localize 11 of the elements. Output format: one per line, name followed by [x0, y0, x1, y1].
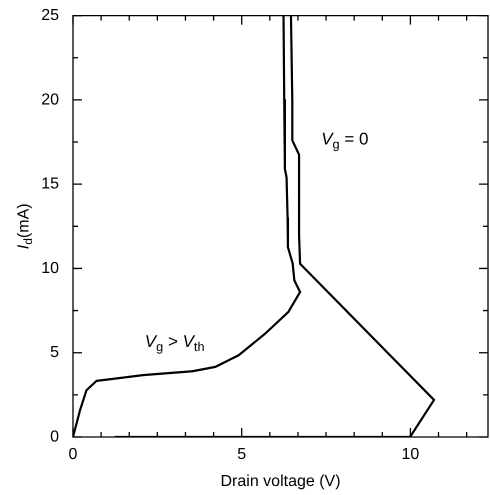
y-tick-label: 0 — [50, 428, 60, 446]
y-tick-label: 25 — [41, 7, 60, 24]
y-axis-title: Id(mA) — [15, 203, 36, 250]
y-tick-label: 10 — [41, 260, 60, 277]
x-axis-title: Drain voltage (V) — [220, 472, 341, 490]
x-tick-label: 10 — [402, 446, 420, 464]
x-tick-label: 5 — [237, 446, 246, 464]
x-tick-label: 0 — [68, 446, 78, 464]
y-tick-label: 20 — [41, 91, 60, 108]
y-tick-label: 15 — [41, 176, 60, 193]
y-tick-label: 5 — [50, 344, 60, 362]
